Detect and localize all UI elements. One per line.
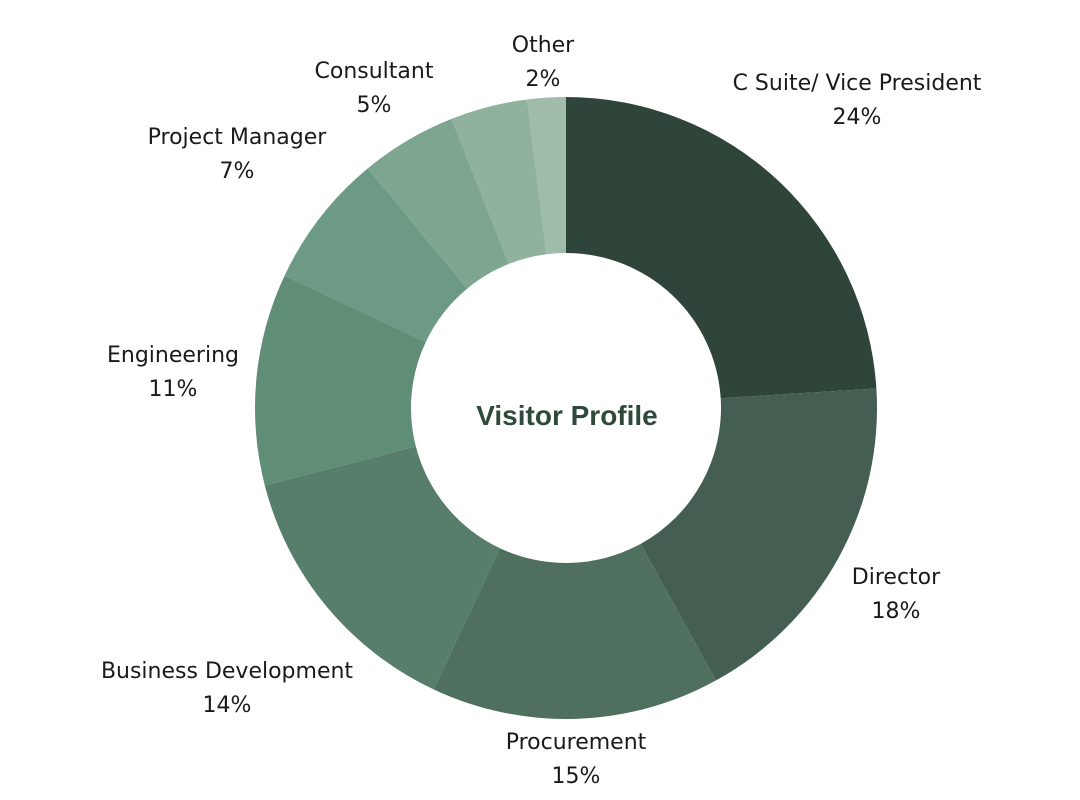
slice-value-business-development: 14%	[203, 693, 252, 718]
slice-value-director: 18%	[872, 599, 921, 624]
slice-label-director: Director	[852, 565, 941, 590]
slice-unlabeled-7	[451, 99, 547, 264]
slice-label-other: Other	[512, 33, 575, 58]
slice-engineering-4	[255, 275, 426, 486]
slice-label-consultant: Consultant	[315, 59, 434, 84]
slice-label-procurement: Procurement	[506, 730, 647, 755]
slice-value-engineering: 11%	[149, 377, 198, 402]
slice-value-project-manager: 7%	[220, 159, 255, 184]
slice-label-project-manager: Project Manager	[148, 125, 328, 150]
labels-group: C Suite/ Vice President 24% Director 18% Pro…	[101, 33, 982, 789]
slice-c-suite-vice-president-0	[566, 97, 877, 399]
slice-label-business-development: Business Development	[101, 659, 353, 684]
slice-other-8	[527, 97, 566, 255]
slice-director-1	[640, 388, 877, 681]
slice-procurement-2	[433, 543, 716, 719]
slice-value-c-suite-vice-president: 24%	[833, 105, 882, 130]
slice-value-procurement: 15%	[552, 764, 601, 789]
slice-consultant-6	[367, 118, 509, 289]
slice-label-c-suite-vice-president: C Suite/ Vice President	[733, 71, 982, 96]
slice-business-development-3	[264, 446, 501, 690]
slice-label-engineering: Engineering	[107, 343, 239, 368]
chart-title: Visitor Profile	[476, 400, 658, 431]
slice-project-manager-5	[284, 168, 468, 343]
slice-value-other: 2%	[526, 67, 561, 92]
slices-group	[255, 97, 877, 719]
slice-value-consultant: 5%	[357, 93, 392, 118]
